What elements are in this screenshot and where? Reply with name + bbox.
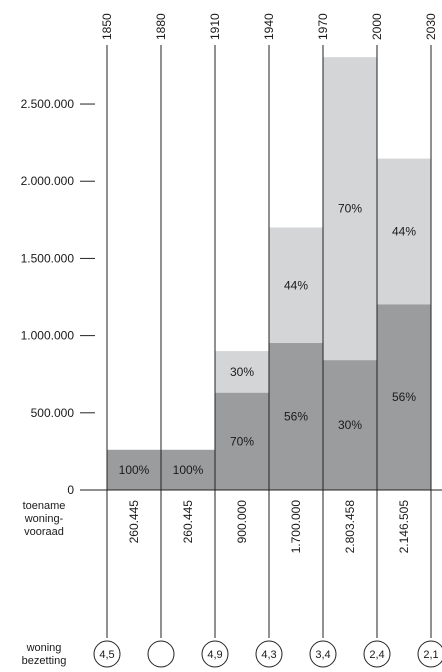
occupancy-circle bbox=[147, 640, 175, 668]
period-dividers bbox=[106, 45, 432, 638]
bar-label-new: 30% bbox=[230, 365, 254, 379]
period-label: 2030 bbox=[424, 13, 438, 40]
period-labels: 1850 1880 1910 1940 1970 2000 2030 bbox=[100, 13, 438, 40]
occupancy-circle bbox=[201, 640, 229, 668]
increase-row-label-line3: vooraad bbox=[24, 526, 64, 538]
occupancy-value: 2,1 bbox=[423, 649, 438, 661]
increase-value: 2.803.458 bbox=[343, 500, 357, 554]
bar-segment-existing bbox=[215, 392, 269, 490]
increase-row: toename woning- vooraad 260.445 260.445 90… bbox=[23, 500, 411, 554]
occupancy-row-label-line1: woning bbox=[26, 642, 62, 654]
y-tick-label: 1.500.000 bbox=[21, 251, 75, 265]
bar-segment-new bbox=[215, 351, 269, 393]
period-label: 1880 bbox=[154, 13, 168, 40]
occupancy-value: 4,5 bbox=[99, 649, 114, 661]
increase-value: 260.445 bbox=[181, 500, 195, 544]
occupancy-circle bbox=[255, 640, 283, 668]
occupancy-value: 4,3 bbox=[261, 649, 276, 661]
increase-value: 1.700.000 bbox=[289, 500, 303, 554]
occupancy-row: woning bezetting 4,5 4,9 4,3 3,4 2,4 2,1 bbox=[22, 640, 442, 668]
bar-label-existing: 70% bbox=[230, 434, 254, 448]
bar-layer: 100% 100% 30% 70% 44% 56% 70% 30% 44% 56% bbox=[107, 57, 431, 490]
occupancy-circle bbox=[309, 640, 337, 668]
bar-segment-new bbox=[377, 158, 431, 305]
bar-segment-existing bbox=[269, 343, 323, 490]
occupancy-circle bbox=[363, 640, 391, 668]
occupancy-value: 3,4 bbox=[315, 649, 330, 661]
y-tick-label: 1.000.000 bbox=[21, 329, 75, 343]
bar-segment-new bbox=[269, 227, 323, 344]
bar-label-new: 70% bbox=[338, 202, 362, 216]
y-axis: 0 500.000 1.000.000 1.500.000 2.000.000 2.500… bbox=[21, 97, 442, 497]
bar-label-existing: 100% bbox=[119, 463, 150, 477]
bar-segment-existing bbox=[323, 360, 377, 490]
bar-segment-new bbox=[323, 57, 377, 361]
period-label: 1940 bbox=[262, 13, 276, 40]
occupancy-circle bbox=[417, 640, 442, 668]
bar-label-new: 44% bbox=[392, 225, 416, 239]
y-tick-label: 2.500.000 bbox=[21, 97, 75, 111]
period-label: 1970 bbox=[316, 13, 330, 40]
bar-label-existing: 56% bbox=[284, 410, 308, 424]
bar-label-existing: 100% bbox=[173, 463, 204, 477]
occupancy-circle bbox=[93, 640, 121, 668]
occupancy-value: 2,4 bbox=[369, 649, 384, 661]
y-tick-label: 0 bbox=[67, 483, 74, 497]
period-label: 2000 bbox=[370, 13, 384, 40]
increase-value: 260.445 bbox=[127, 500, 141, 544]
y-tick-label: 2.000.000 bbox=[21, 174, 75, 188]
bar-segment-existing bbox=[377, 304, 431, 490]
bar-label-new: 44% bbox=[284, 278, 308, 292]
bar-segment-existing bbox=[161, 449, 215, 490]
increase-row-label-line2: woning- bbox=[24, 513, 64, 525]
period-label: 1850 bbox=[100, 13, 114, 40]
period-label: 1910 bbox=[208, 13, 222, 40]
increase-row-label-line1: toename bbox=[23, 500, 66, 512]
y-tick-label: 500.000 bbox=[31, 406, 75, 420]
bar-segment-existing bbox=[107, 449, 161, 490]
occupancy-value: 4,9 bbox=[207, 649, 222, 661]
occupancy-row-label-line2: bezetting bbox=[22, 655, 67, 667]
increase-value: 2.146.505 bbox=[397, 500, 411, 554]
bar-label-existing: 56% bbox=[392, 390, 416, 404]
increase-value: 900.000 bbox=[235, 500, 249, 544]
bar-label-existing: 30% bbox=[338, 418, 362, 432]
